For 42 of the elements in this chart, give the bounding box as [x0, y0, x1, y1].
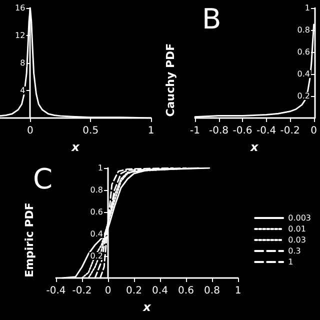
- x-tick-label: -0.4: [46, 286, 66, 296]
- x-tick-label: 0.6: [178, 286, 194, 296]
- y-tick-label: 0.2: [297, 92, 310, 100]
- y-axis-title: Cauchy PDF: [164, 43, 177, 117]
- x-tick-label: -0.2: [280, 126, 300, 136]
- x-tick-label: 0.5: [82, 126, 99, 136]
- chart-title: C: [33, 162, 53, 196]
- y-tick-label: 8: [20, 58, 26, 68]
- x-tick-label: -0.2: [72, 286, 92, 296]
- y-tick-label: 0.6: [90, 208, 103, 216]
- y-tick-label: 0.8: [90, 186, 103, 194]
- x-tick-label: 0.2: [126, 286, 142, 296]
- legend-label: 1: [288, 258, 294, 266]
- y-tick-label: 16: [15, 4, 26, 12]
- y-tick-label: 4: [20, 86, 26, 95]
- x-axis-title: x: [250, 140, 260, 154]
- y-tick-label: 1: [98, 164, 103, 172]
- x-axis-title: x: [142, 300, 152, 314]
- x-tick-label: 0: [104, 286, 112, 296]
- legend-label: 0.003: [288, 214, 312, 222]
- x-tick-label: 0.4: [152, 286, 168, 296]
- x-tick-label: 1: [148, 126, 154, 136]
- y-tick-label: 0.6: [297, 48, 310, 56]
- x-tick-label: 0.8: [204, 286, 220, 296]
- y-tick-label: 0.4: [90, 230, 103, 238]
- x-tick-label: 0: [310, 126, 318, 136]
- y-tick-label: 0.8: [297, 26, 310, 34]
- legend-label: 0.3: [288, 246, 301, 256]
- legend-label: 0.03: [288, 236, 306, 244]
- x-tick-label: 0: [27, 126, 34, 136]
- y-axis-title: Empiric PDF: [23, 202, 36, 278]
- chart-title: B: [202, 2, 222, 36]
- y-tick-label: 0.4: [297, 70, 310, 78]
- x-tick-label: 1: [234, 286, 242, 296]
- x-axis-title: x: [70, 140, 81, 154]
- y-tick-label: 1: [304, 4, 310, 12]
- x-tick-label: -0.6: [232, 126, 252, 136]
- y-tick-label: 12: [15, 31, 26, 40]
- x-tick-label: -0.4: [256, 126, 276, 136]
- legend-label: 0.01: [288, 224, 306, 234]
- x-tick-label: -1: [190, 126, 200, 136]
- x-tick-label: -0.8: [209, 126, 229, 136]
